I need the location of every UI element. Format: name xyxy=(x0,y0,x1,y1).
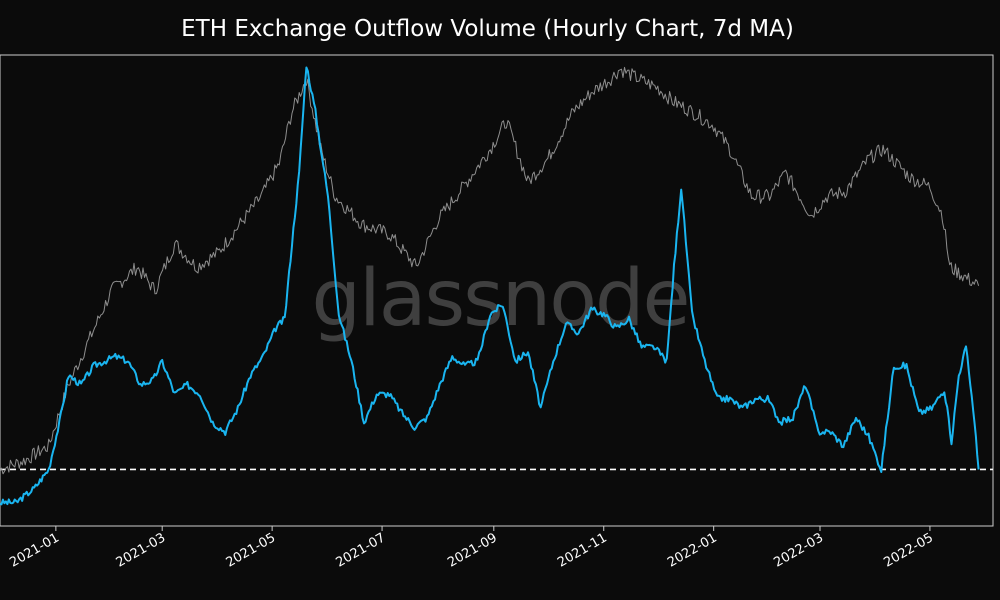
x-tick-label: 2022-01 xyxy=(665,530,720,570)
x-tick-label: 2022-05 xyxy=(881,530,936,570)
series-layer xyxy=(0,66,980,506)
plot-border xyxy=(0,54,994,527)
chart-title: ETH Exchange Outflow Volume (Hourly Char… xyxy=(181,16,794,42)
x-tick-label: 2021-07 xyxy=(334,530,389,570)
glassnode-watermark: glassnode xyxy=(312,254,689,344)
x-axis: 2021-01 2021-03 2021-05 2021-07 2021-09 2021-… xyxy=(7,526,936,571)
plot-frame xyxy=(0,54,994,527)
x-tick-label: 2022-03 xyxy=(771,530,826,570)
x-tick-label: 2021-09 xyxy=(445,530,500,570)
x-tick-label: 2021-03 xyxy=(114,530,169,570)
x-tick-label: 2021-11 xyxy=(555,530,610,570)
x-tick-label: 2021-01 xyxy=(7,530,62,570)
x-tick-label: 2021-05 xyxy=(224,530,279,570)
price-series-line xyxy=(0,66,980,475)
outflow-series-line xyxy=(0,66,980,506)
watermark-layer: glassnode xyxy=(312,254,691,344)
